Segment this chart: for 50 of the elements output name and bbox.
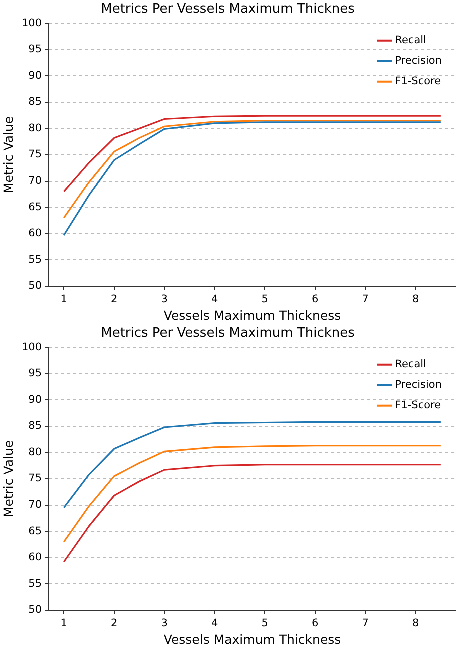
legend-label: Recall <box>395 34 426 47</box>
y-tick-label: 95 <box>28 44 42 56</box>
y-tick-label: 90 <box>28 394 42 406</box>
legend-label: Precision <box>395 379 442 392</box>
x-tick-label: 3 <box>161 293 168 306</box>
x-axis-title: Vessels Maximum Thickness <box>164 632 342 647</box>
x-tick-label: 1 <box>60 293 68 306</box>
y-axis-title: Metric Value <box>0 440 16 518</box>
y-tick-label: 70 <box>28 175 42 188</box>
legend-label: Recall <box>395 358 426 371</box>
x-tick-label: 1 <box>60 617 68 630</box>
y-tick-label: 100 <box>22 341 42 354</box>
x-tick-label: 6 <box>312 617 319 630</box>
y-tick-label: 90 <box>28 70 42 82</box>
x-tick-label: 2 <box>111 617 118 630</box>
y-tick-label: 100 <box>22 17 42 30</box>
y-tick-label: 55 <box>28 578 42 590</box>
x-tick-label: 2 <box>111 293 118 306</box>
y-tick-label: 50 <box>28 604 42 616</box>
y-tick-label: 65 <box>28 525 42 538</box>
x-tick-label: 7 <box>362 293 369 306</box>
x-tick-label: 3 <box>161 617 168 630</box>
legend-label: F1-Score <box>395 400 442 412</box>
y-tick-label: 95 <box>28 368 42 380</box>
x-tick-label: 8 <box>412 293 420 306</box>
legend-label: F1-Score <box>395 76 442 88</box>
y-tick-label: 75 <box>28 472 42 485</box>
y-tick-label: 60 <box>28 228 42 240</box>
y-tick-label: 65 <box>28 201 42 214</box>
chart-title: Metrics Per Vessels Maximum Thicknes <box>101 2 356 18</box>
y-tick-label: 55 <box>28 254 42 266</box>
y-tick-label: 85 <box>28 96 42 108</box>
y-tick-label: 85 <box>28 420 42 432</box>
y-tick-label: 50 <box>28 280 42 292</box>
x-tick-label: 6 <box>312 293 319 306</box>
x-tick-label: 4 <box>211 617 218 630</box>
x-tick-label: 5 <box>262 617 268 630</box>
x-tick-label: 8 <box>412 617 420 630</box>
y-tick-label: 60 <box>28 552 42 564</box>
y-axis-title: Metric Value <box>0 116 16 194</box>
x-axis-title: Vessels Maximum Thickness <box>164 308 342 323</box>
chart-title: Metrics Per Vessels Maximum Thicknes <box>101 326 356 342</box>
y-tick-label: 70 <box>28 499 42 512</box>
x-tick-label: 7 <box>362 617 369 630</box>
legend-label: Precision <box>395 55 442 68</box>
y-tick-label: 75 <box>28 148 42 161</box>
y-tick-label: 80 <box>28 446 42 458</box>
x-tick-label: 4 <box>211 293 218 306</box>
x-tick-label: 5 <box>262 293 268 306</box>
y-tick-label: 80 <box>28 122 42 134</box>
